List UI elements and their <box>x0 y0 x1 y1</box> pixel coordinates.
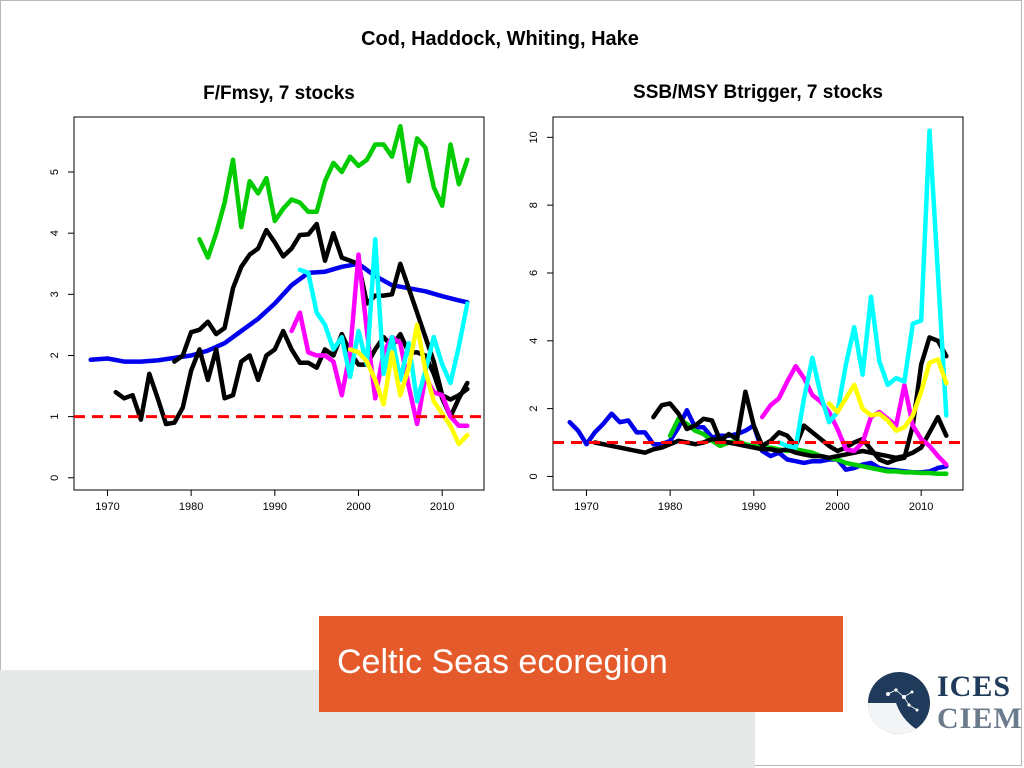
right-y-tick-label: 2 <box>528 406 540 412</box>
left-y-tick-label: 5 <box>49 169 61 175</box>
left-series-line-5 <box>289 252 470 429</box>
right-series-line-6 <box>776 128 949 450</box>
left-series-line-1 <box>197 123 470 260</box>
ices-emblem-icon <box>867 672 930 735</box>
left-x-tick-label: 1980 <box>179 501 203 513</box>
f-fmsy-chart: F/Fmsy, 7 stocks 1970 1980 1990 2000 2010 0 1 2 3… <box>49 83 485 513</box>
ciem-wordmark: CIEM <box>937 702 1023 735</box>
left-series-line-6 <box>297 237 470 404</box>
region-banner: Celtic Seas ecoregion <box>319 616 843 712</box>
ices-logo: ICES CIEM <box>864 668 1024 738</box>
left-series-line-7 <box>347 322 470 447</box>
right-y-tick-label: 4 <box>528 338 540 344</box>
slide-title: Cod, Haddock, Whiting, Hake <box>361 28 639 50</box>
left-y-tick-label: 4 <box>49 230 61 236</box>
left-x-tick-label: 2000 <box>346 501 370 513</box>
right-chart-title: SSB/MSY Btrigger, 7 stocks <box>633 82 883 103</box>
left-y-tick-label: 0 <box>49 475 61 481</box>
left-series-line-3 <box>172 221 470 402</box>
left-chart-title: F/Fmsy, 7 stocks <box>203 83 355 104</box>
left-plot-frame <box>73 116 485 491</box>
right-x-tick-label: 2000 <box>825 501 849 513</box>
right-y-tick-label: 8 <box>528 202 540 208</box>
left-x-tick-label: 2010 <box>430 501 454 513</box>
right-series-line-5 <box>759 363 949 467</box>
left-x-tick-label: 1990 <box>263 501 287 513</box>
right-series-line-4 <box>592 414 949 461</box>
left-y-tick-label: 1 <box>49 414 61 420</box>
left-y-tick-label: 2 <box>49 352 61 358</box>
right-y-tick-label: 0 <box>528 473 540 479</box>
ices-wordmark: ICES <box>937 670 1012 703</box>
right-series-line-7 <box>826 357 949 433</box>
left-series-line-2 <box>88 261 470 364</box>
right-x-tick-label: 1990 <box>742 501 766 513</box>
right-y-tick-label: 10 <box>528 131 540 143</box>
left-x-tick-label: 1970 <box>95 501 119 513</box>
left-y-tick-label: 3 <box>49 291 61 297</box>
right-y-tick-label: 6 <box>528 270 540 276</box>
right-x-tick-label: 2010 <box>909 501 933 513</box>
right-series-group <box>567 128 949 476</box>
left-series-group <box>88 123 470 447</box>
right-x-tick-label: 1980 <box>658 501 682 513</box>
right-plot-frame <box>552 116 964 491</box>
right-x-tick-label: 1970 <box>574 501 598 513</box>
region-label: Celtic Seas ecoregion <box>337 642 668 681</box>
